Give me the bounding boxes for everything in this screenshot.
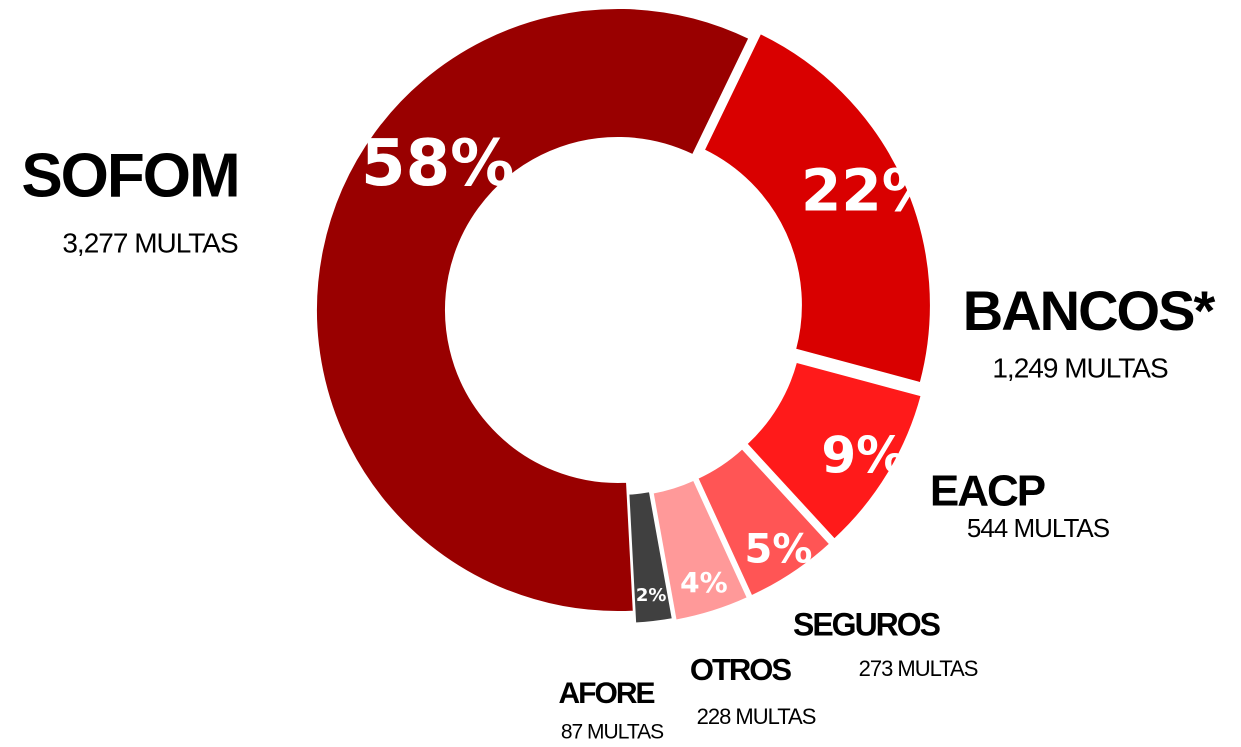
category-label: OTROS: [690, 652, 792, 687]
value-label: 9%: [821, 426, 906, 484]
category-detail: 273 MULTAS: [859, 656, 978, 681]
page: {"chart_data": { "type": "pie", "categor…: [0, 0, 1241, 742]
category-label: SOFOM: [21, 141, 238, 210]
value-label: 4%: [680, 566, 728, 599]
category-detail: 3,277 MULTAS: [62, 227, 238, 258]
category-label: BANCOS*: [963, 279, 1216, 342]
category-detail: 1,249 MULTAS: [992, 352, 1168, 383]
category-label: AFORE: [559, 677, 655, 710]
value-label: 58%: [361, 127, 514, 201]
category-detail: 87 MULTAS: [561, 721, 664, 742]
value-label: 5%: [745, 527, 813, 573]
category-label: SEGUROS: [793, 606, 941, 642]
value-label: 22%: [801, 157, 940, 225]
category-label: EACP: [930, 467, 1045, 516]
value-label: 2%: [636, 585, 667, 606]
donut-chart: 58% SOFOM 3,277 MULTAS 22% BANCOS* 1,249 MULT…: [0, 0, 1241, 742]
category-detail: 544 MULTAS: [967, 513, 1110, 543]
category-detail: 228 MULTAS: [697, 704, 816, 729]
